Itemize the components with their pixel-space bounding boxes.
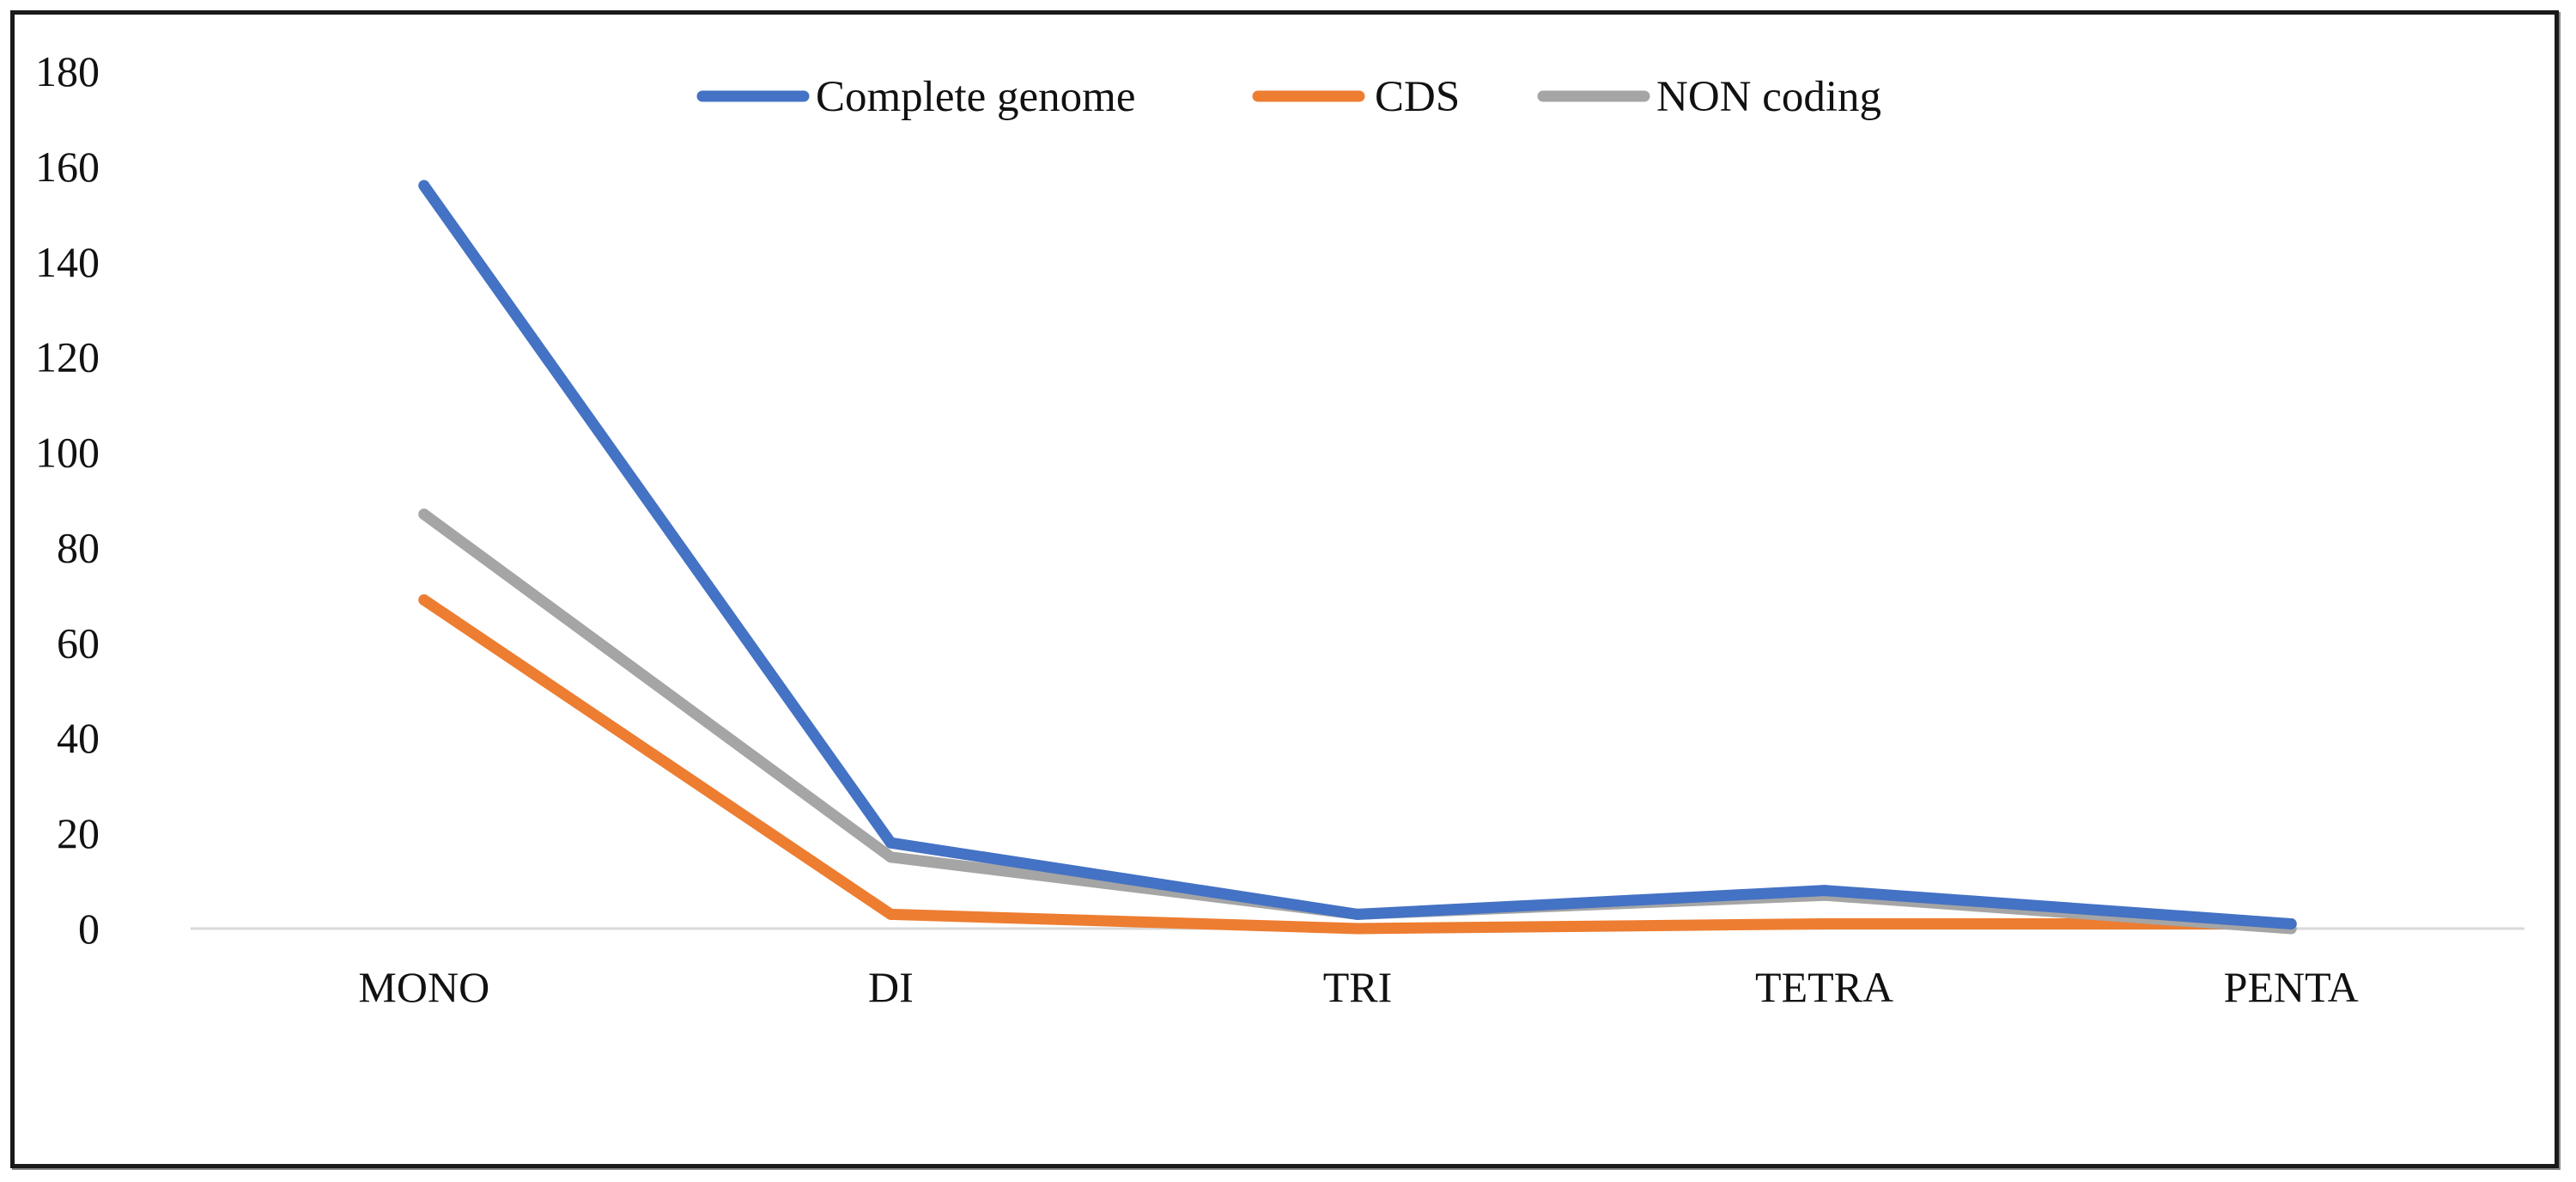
data-point-non-coding-di [884, 851, 896, 863]
series-line-cds [418, 594, 2297, 935]
x-category-label-penta: PENTA [2224, 963, 2359, 1011]
y-tick-label: 20 [57, 809, 100, 857]
legend-label-cds: CDS [1375, 73, 1460, 121]
y-tick-label: 160 [35, 143, 100, 191]
x-category-label-mono: MONO [358, 963, 489, 1011]
x-category-label-tetra: TETRA [1755, 963, 1893, 1011]
legend-item-cds: CDS [1252, 73, 1460, 121]
y-axis-ticks: 0 20 40 60 80 100 120 140 160 180 [35, 47, 100, 953]
y-tick-label: 40 [57, 714, 100, 762]
y-tick-label: 120 [35, 333, 100, 381]
data-point-complete-genome-tri [1352, 908, 1364, 920]
series-lines [418, 180, 2297, 935]
legend-item-complete-genome: Complete genome [696, 73, 1136, 121]
data-point-cds-di [884, 908, 896, 920]
x-category-label-tri: TRI [1323, 963, 1393, 1011]
data-point-cds-mono [418, 594, 430, 606]
data-point-complete-genome-penta [2285, 917, 2297, 929]
data-point-cds-tetra [1819, 917, 1831, 929]
y-tick-label: 100 [35, 429, 100, 477]
y-tick-label: 60 [57, 618, 100, 667]
legend-label-complete-genome: Complete genome [816, 73, 1136, 121]
data-point-complete-genome-di [884, 837, 896, 849]
y-tick-label: 140 [35, 238, 100, 286]
y-tick-label: 80 [57, 523, 100, 571]
y-tick-label: 180 [35, 47, 100, 95]
data-point-non-coding-mono [418, 509, 430, 521]
data-point-cds-tri [1352, 923, 1364, 935]
data-point-complete-genome-mono [418, 180, 430, 192]
legend-item-non-coding: NON coding [1537, 73, 1881, 121]
series-line-complete-genome [418, 180, 2297, 929]
legend: Complete genome CDS NON coding [696, 73, 1881, 121]
x-category-label-di: DI [868, 963, 914, 1011]
y-tick-label: 0 [78, 905, 100, 953]
x-axis-categories: MONO DI TRI TETRA PENTA [358, 963, 2358, 1011]
data-point-complete-genome-tetra [1819, 885, 1831, 897]
legend-label-non-coding: NON coding [1656, 73, 1881, 121]
